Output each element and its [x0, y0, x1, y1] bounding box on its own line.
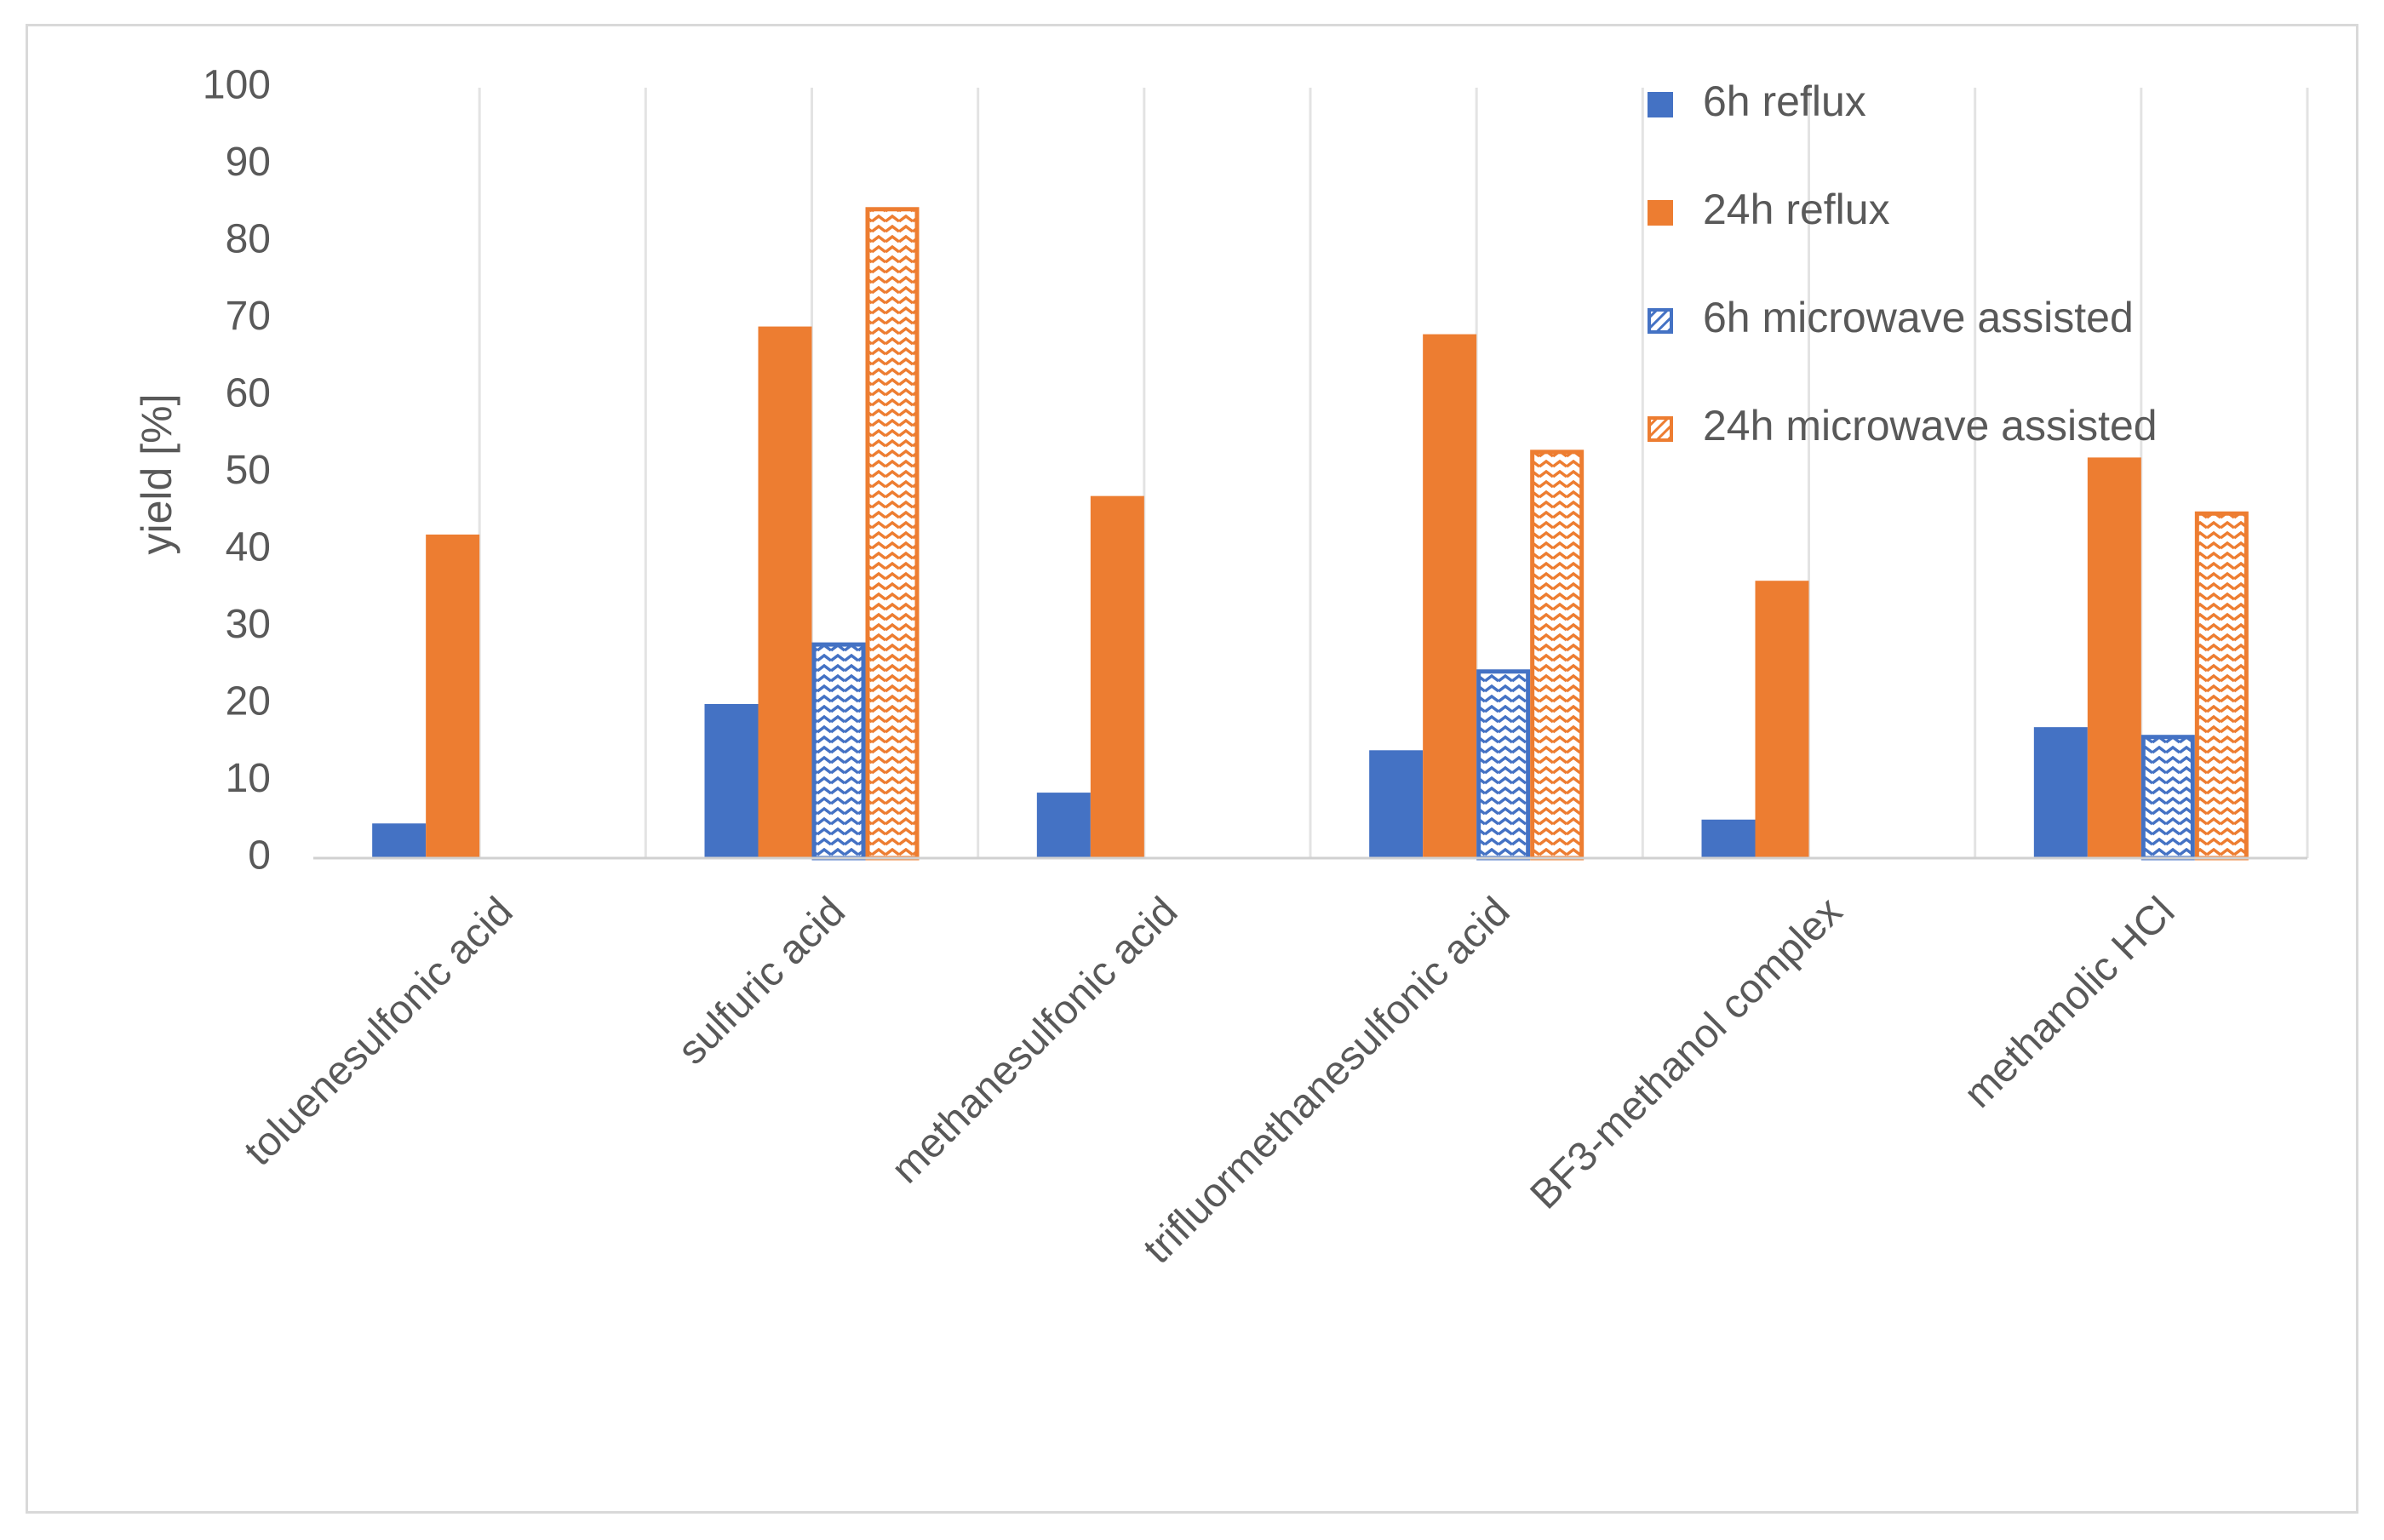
legend-label: 6h microwave assisted — [1703, 294, 2134, 341]
bar-6h-reflux-4 — [1701, 819, 1756, 858]
legend-swatch — [1648, 200, 1673, 226]
x-category-label: BF3-methanol complex — [1522, 889, 1851, 1217]
y-tick-label: 10 — [226, 756, 271, 801]
legend: 6h reflux 24h reflux 6h microwave assisted… — [1648, 77, 2158, 449]
x-category-label: trifluormethanesulfonic acid — [1135, 889, 1519, 1273]
axes: 0 10 20 30 40 50 60 70 80 90 100 toluenesulfonic ac… — [203, 63, 2307, 1273]
bar-24h-reflux-3 — [1423, 334, 1477, 859]
legend-swatch — [1648, 92, 1673, 117]
bar-24h-reflux-0 — [426, 534, 480, 858]
legend-swatch — [1648, 308, 1673, 334]
y-tick-label: 100 — [203, 63, 271, 108]
bar-24h-microwave-assisted-5 — [2194, 511, 2249, 861]
x-category-label: methanesulfonic acid — [883, 889, 1186, 1192]
bar-24h-microwave-assisted-1 — [865, 207, 920, 861]
y-axis-title: yield [%] — [133, 394, 181, 555]
y-tick-label: 20 — [226, 679, 271, 724]
legend-swatch — [1648, 416, 1673, 442]
bar-6h-reflux-1 — [704, 704, 759, 858]
bar-24h-reflux-1 — [758, 326, 812, 858]
legend-label: 24h reflux — [1703, 186, 1890, 233]
y-tick-label: 60 — [226, 371, 271, 416]
bar-6h-reflux-5 — [2033, 727, 2088, 858]
bar-6h-reflux-0 — [372, 823, 427, 858]
y-tick-label: 90 — [226, 140, 271, 185]
y-tick-label: 80 — [226, 217, 271, 262]
y-tick-label: 70 — [226, 294, 271, 339]
y-tick-label: 30 — [226, 602, 271, 647]
x-category-label: methanolic HCl — [1956, 889, 2184, 1117]
legend-label: 6h reflux — [1703, 77, 1866, 125]
bars — [372, 207, 2249, 861]
bar-6h-microwave-assisted-3 — [1476, 669, 1531, 861]
bar-6h-reflux-3 — [1369, 750, 1424, 858]
bar-24h-microwave-assisted-3 — [1530, 449, 1585, 861]
chart-frame — [26, 24, 2358, 1514]
y-tick-label: 40 — [226, 525, 271, 570]
bar-6h-reflux-2 — [1036, 793, 1091, 858]
bar-24h-reflux-5 — [2087, 457, 2141, 858]
y-tick-label: 50 — [226, 448, 271, 493]
bar-24h-reflux-2 — [1090, 495, 1144, 858]
bar-6h-microwave-assisted-1 — [811, 642, 866, 861]
y-tick-label: 0 — [248, 833, 271, 879]
bar-24h-reflux-4 — [1755, 581, 1809, 858]
x-category-label: toluenesulfonic acid — [236, 889, 522, 1175]
bar-6h-microwave-assisted-5 — [2140, 735, 2195, 861]
x-category-label: sulfuric acid — [669, 889, 854, 1073]
legend-label: 24h microwave assisted — [1703, 402, 2158, 449]
